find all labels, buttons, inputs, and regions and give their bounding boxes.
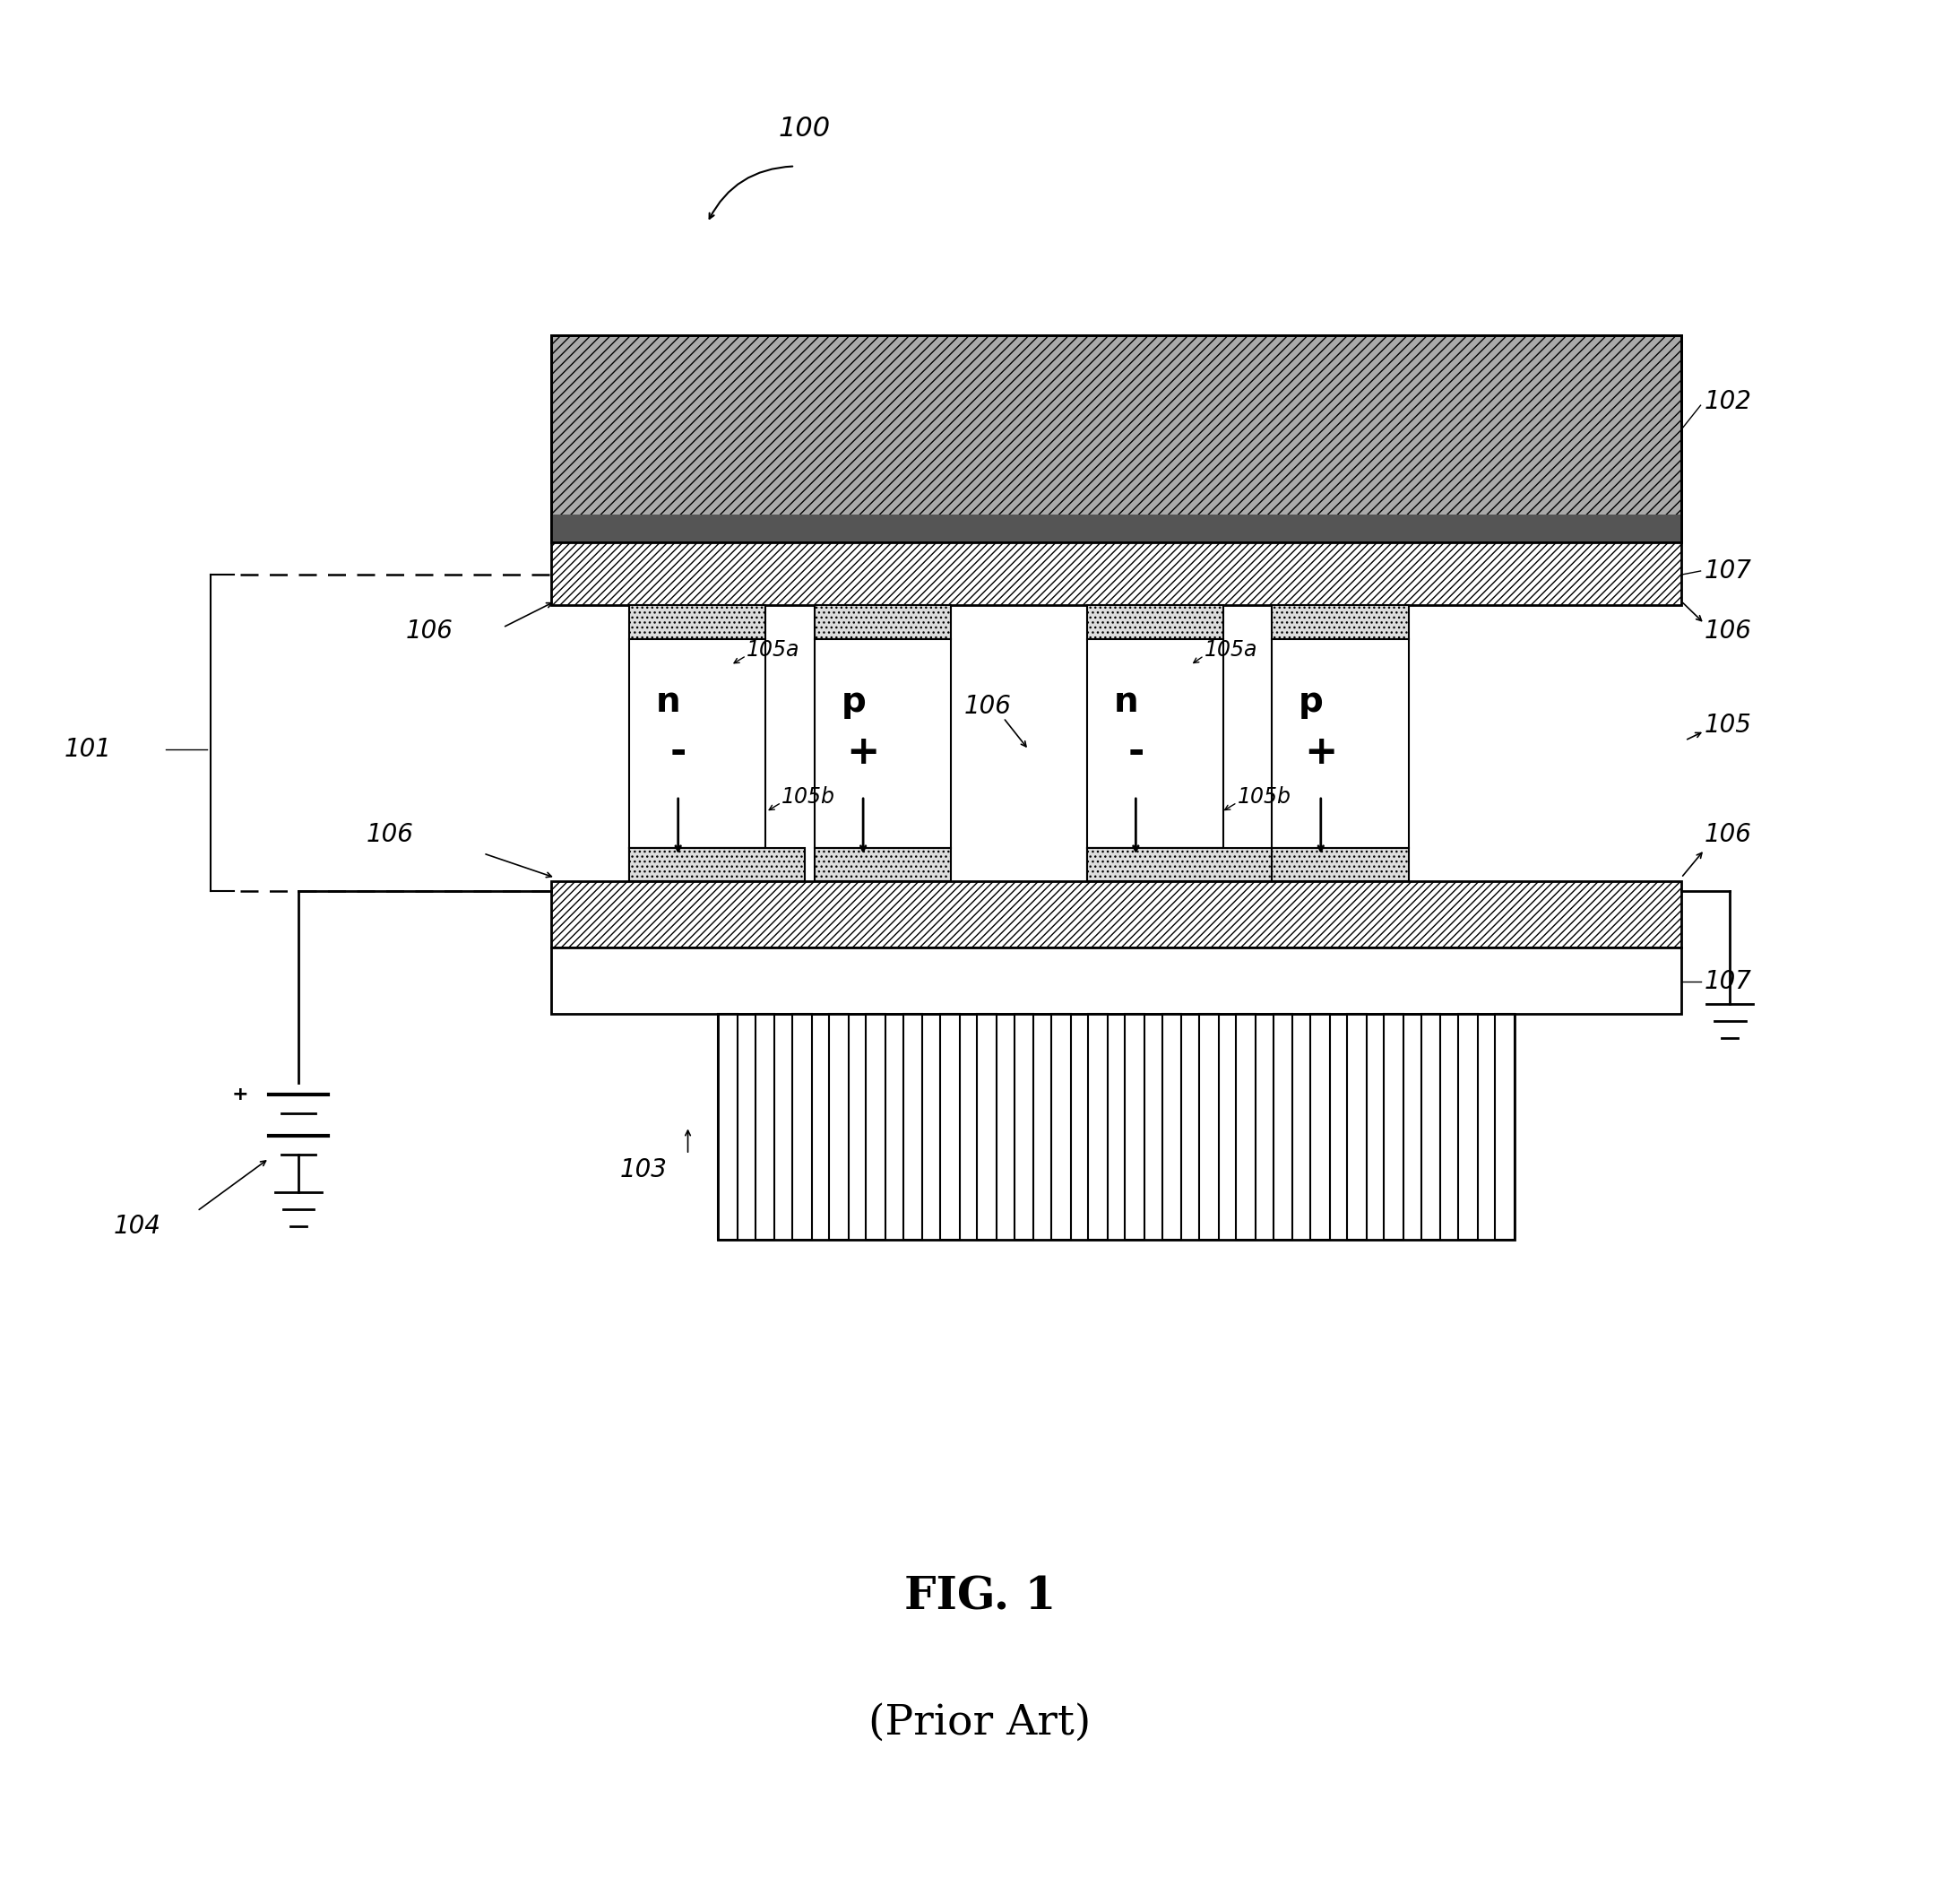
Bar [815, 639, 951, 847]
Bar [1274, 1014, 1292, 1239]
Bar [1088, 1014, 1107, 1239]
Bar [1347, 1014, 1366, 1239]
Bar [1088, 605, 1223, 639]
Bar [717, 1014, 1515, 1239]
Bar [629, 639, 766, 847]
Bar [1272, 847, 1409, 881]
Text: p: p [1299, 684, 1323, 718]
Text: 104: 104 [114, 1213, 161, 1239]
Bar [1421, 1014, 1441, 1239]
Bar [755, 1014, 774, 1239]
Text: +: + [231, 1086, 249, 1103]
Bar [629, 605, 766, 639]
Bar [904, 1014, 923, 1239]
Bar [1237, 1014, 1256, 1239]
Bar [792, 1014, 811, 1239]
Bar [1309, 1014, 1329, 1239]
Bar [1495, 1014, 1515, 1239]
Bar [1384, 1014, 1403, 1239]
Text: p: p [841, 684, 866, 718]
Text: 106: 106 [1705, 822, 1752, 847]
Bar [815, 847, 951, 881]
Bar [1088, 847, 1223, 881]
Text: 105b: 105b [1237, 786, 1292, 807]
Bar [1088, 639, 1223, 847]
Text: 107: 107 [1705, 968, 1752, 995]
Text: n: n [1113, 684, 1139, 718]
Bar [551, 335, 1682, 542]
Text: 103: 103 [619, 1158, 666, 1182]
Bar [1458, 1014, 1478, 1239]
Bar [551, 335, 1682, 542]
Text: 106: 106 [964, 694, 1011, 718]
Bar [1200, 1014, 1219, 1239]
Bar [1125, 1014, 1145, 1239]
Bar [1272, 605, 1409, 639]
Text: +: + [847, 733, 880, 771]
Text: FIG. 1: FIG. 1 [904, 1575, 1056, 1618]
Bar [717, 1014, 737, 1239]
Text: 105a: 105a [747, 639, 800, 661]
Bar [551, 335, 1682, 542]
Text: +: + [1303, 733, 1337, 771]
Bar [829, 1014, 849, 1239]
Bar [551, 515, 1682, 542]
Text: 106: 106 [367, 822, 414, 847]
Text: -: - [1127, 733, 1145, 771]
Bar [941, 1014, 960, 1239]
Bar [1272, 639, 1409, 847]
Bar [815, 605, 951, 639]
Bar [978, 1014, 996, 1239]
Bar [551, 542, 1682, 605]
Text: -: - [670, 733, 686, 771]
Bar [551, 881, 1682, 948]
Text: 100: 100 [778, 116, 831, 142]
Bar [866, 1014, 886, 1239]
Text: 105: 105 [1705, 713, 1752, 737]
Text: 101: 101 [65, 737, 112, 762]
Bar [551, 948, 1682, 1014]
Text: n: n [657, 684, 680, 718]
Bar [629, 847, 766, 881]
Bar [1051, 1014, 1070, 1239]
Bar [1162, 1014, 1182, 1239]
Text: 105a: 105a [1203, 639, 1256, 661]
Text: 107: 107 [1705, 559, 1752, 584]
Text: (Prior Art): (Prior Art) [868, 1704, 1092, 1743]
Bar [1013, 1014, 1033, 1239]
Bar [629, 847, 806, 881]
Text: 106: 106 [406, 618, 453, 644]
Bar [1088, 847, 1272, 881]
Text: 102: 102 [1705, 388, 1752, 415]
Text: 105b: 105b [782, 786, 835, 807]
Text: 106: 106 [1705, 618, 1752, 644]
